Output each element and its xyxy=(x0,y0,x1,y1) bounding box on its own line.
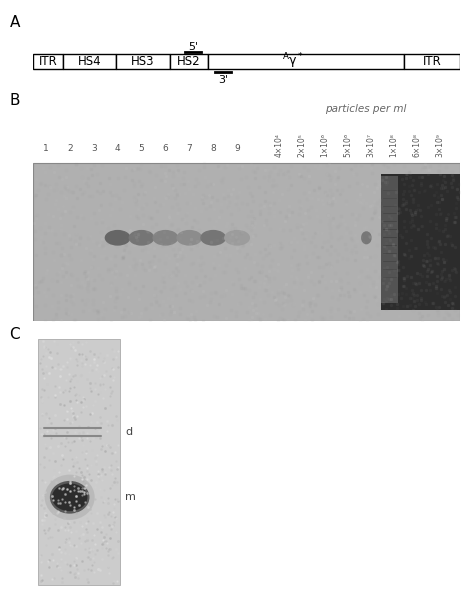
Bar xyxy=(116,54,170,69)
Ellipse shape xyxy=(52,484,87,511)
Text: 4: 4 xyxy=(115,145,120,154)
Text: 9: 9 xyxy=(234,145,240,154)
Bar xyxy=(33,163,460,321)
Text: 1: 1 xyxy=(43,145,49,154)
Text: 1×10⁸: 1×10⁸ xyxy=(389,133,398,157)
Text: 7: 7 xyxy=(186,145,192,154)
Text: 3×10⁹: 3×10⁹ xyxy=(436,133,445,157)
Ellipse shape xyxy=(105,230,131,245)
Text: HS2: HS2 xyxy=(177,55,201,68)
Ellipse shape xyxy=(200,230,226,245)
Text: ITR: ITR xyxy=(423,55,441,68)
Ellipse shape xyxy=(153,230,178,245)
Text: HS3: HS3 xyxy=(131,55,155,68)
Text: 5': 5' xyxy=(188,41,198,52)
Ellipse shape xyxy=(224,230,250,245)
Bar xyxy=(170,54,208,69)
Text: 8: 8 xyxy=(210,145,216,154)
Bar xyxy=(404,54,460,69)
Text: 6×10⁸: 6×10⁸ xyxy=(412,133,421,157)
Text: 3: 3 xyxy=(91,145,97,154)
Text: d: d xyxy=(125,427,132,437)
Bar xyxy=(208,54,404,69)
Bar xyxy=(381,176,398,304)
Bar xyxy=(381,174,460,310)
Ellipse shape xyxy=(176,230,202,245)
Text: ITR: ITR xyxy=(39,55,57,68)
Text: particles per ml: particles per ml xyxy=(325,104,407,114)
Text: 5×10⁶: 5×10⁶ xyxy=(343,133,352,157)
Bar xyxy=(33,54,63,69)
Ellipse shape xyxy=(50,481,90,514)
Text: $\mathregular{^A\gamma^*}$: $\mathregular{^A\gamma^*}$ xyxy=(283,52,304,71)
Text: m: m xyxy=(125,492,136,502)
Text: 2×10⁵: 2×10⁵ xyxy=(297,133,306,157)
Text: 5: 5 xyxy=(139,145,145,154)
Ellipse shape xyxy=(361,231,372,244)
Text: 1×10⁶: 1×10⁶ xyxy=(320,133,329,157)
Text: 6: 6 xyxy=(163,145,168,154)
Ellipse shape xyxy=(128,230,155,245)
Bar xyxy=(63,54,116,69)
Bar xyxy=(38,338,120,586)
Text: C: C xyxy=(9,327,20,342)
Text: 3×10⁷: 3×10⁷ xyxy=(366,133,375,157)
Text: 4×10⁴: 4×10⁴ xyxy=(274,133,283,157)
Text: 3': 3' xyxy=(218,75,228,85)
Text: HS4: HS4 xyxy=(78,55,101,68)
Text: 2: 2 xyxy=(67,145,73,154)
Text: B: B xyxy=(9,93,20,108)
Text: A: A xyxy=(9,15,20,30)
Ellipse shape xyxy=(45,475,95,520)
